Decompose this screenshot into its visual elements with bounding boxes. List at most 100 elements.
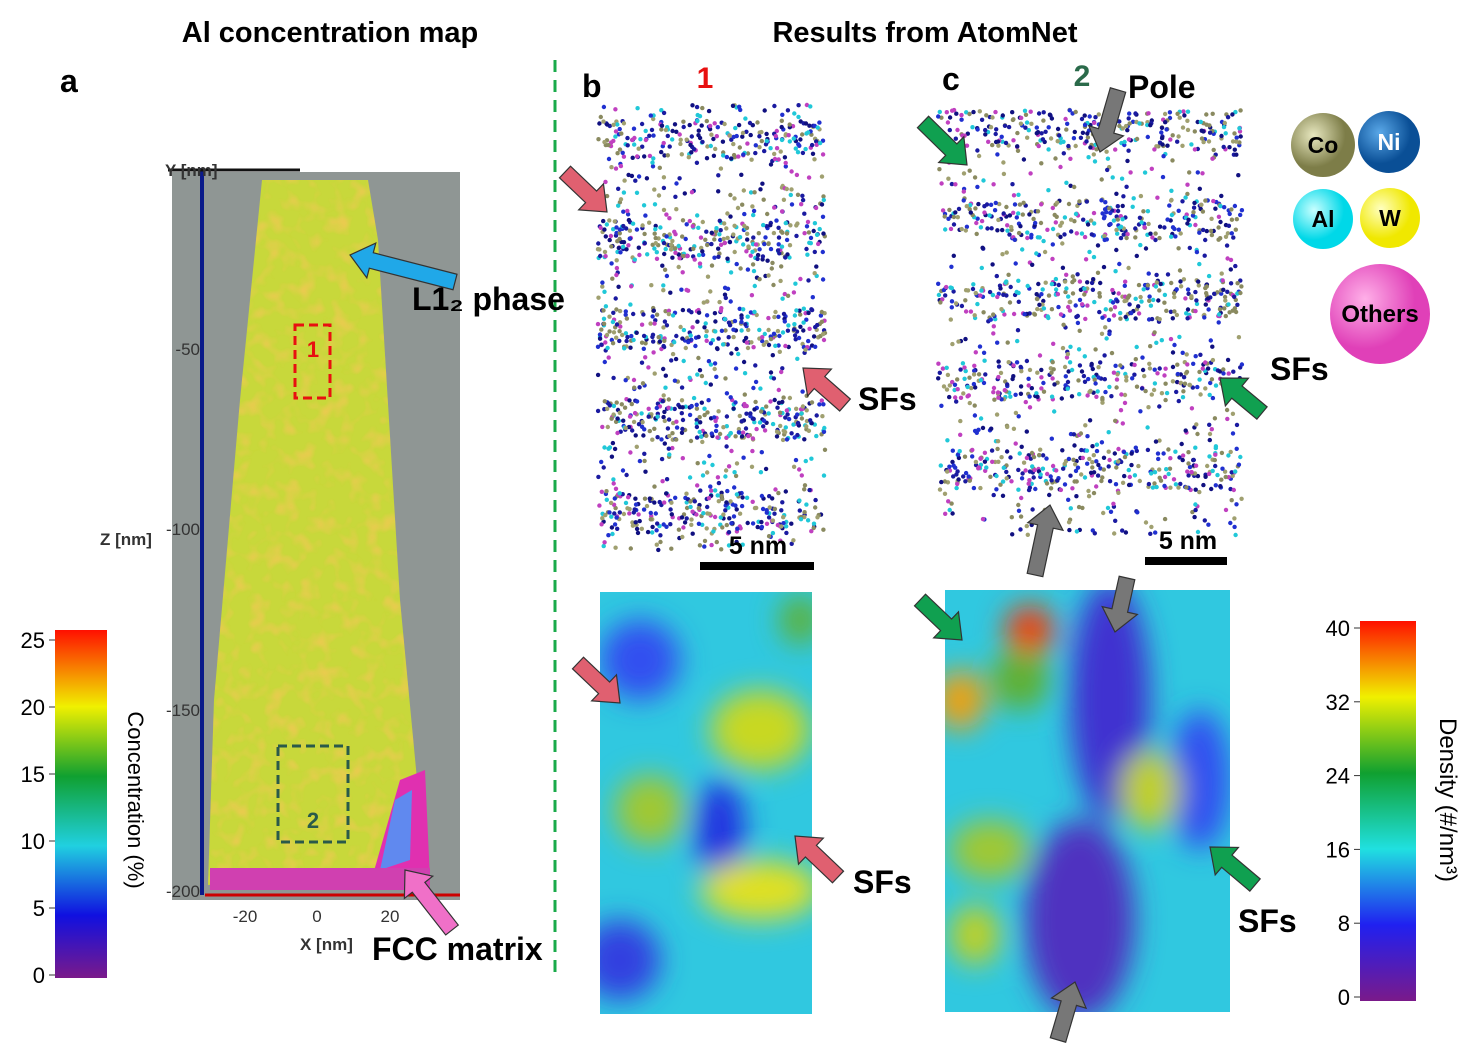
atom: [1122, 473, 1127, 479]
atom: [1193, 445, 1198, 450]
atom: [641, 507, 647, 512]
atom: [1061, 151, 1067, 156]
atom: [1067, 527, 1072, 533]
atom: [949, 501, 954, 506]
atom: [1127, 121, 1132, 126]
atom: [1161, 154, 1166, 159]
atom: [704, 338, 709, 343]
atom: [651, 308, 656, 313]
atom: [696, 334, 701, 340]
atom: [732, 485, 737, 490]
atom: [1060, 448, 1065, 453]
atom: [1001, 160, 1006, 165]
atom: [611, 310, 616, 315]
atom: [737, 104, 742, 110]
atom: [1098, 280, 1103, 286]
atom: [768, 162, 774, 167]
atom: [665, 133, 670, 139]
atom: [702, 406, 707, 411]
atom: [1083, 257, 1089, 262]
atom: [811, 228, 816, 234]
atom: [1096, 375, 1101, 380]
atom: [641, 346, 646, 351]
atom: [1030, 507, 1035, 512]
atom: [1146, 271, 1151, 276]
atom: [1019, 115, 1024, 121]
atom: [1062, 279, 1068, 284]
atom: [647, 428, 652, 434]
atom: [1212, 416, 1218, 421]
atom: [653, 241, 658, 246]
atom: [661, 185, 667, 191]
atom: [1163, 381, 1168, 386]
atom: [981, 380, 987, 386]
atom: [787, 243, 793, 248]
atom: [678, 137, 683, 142]
atom: [602, 227, 607, 232]
atom: [983, 127, 988, 133]
atom: [609, 525, 615, 530]
atom: [966, 393, 971, 398]
atom: [1227, 145, 1232, 150]
atom: [699, 373, 705, 379]
atom: [652, 231, 657, 236]
atom: [684, 222, 689, 227]
atom: [1041, 110, 1046, 115]
atom: [716, 336, 721, 341]
atom: [1170, 133, 1175, 138]
atom: [1039, 161, 1044, 166]
atom: [602, 139, 607, 145]
atom: [601, 104, 607, 110]
atom: [1137, 215, 1143, 220]
atom: [1049, 370, 1054, 375]
atom: [1160, 142, 1165, 147]
atom: [954, 111, 959, 116]
atom: [772, 397, 777, 403]
atom: [764, 138, 769, 144]
atom: [1008, 394, 1013, 399]
atom: [663, 246, 668, 252]
atom: [1167, 110, 1173, 115]
atom: [793, 337, 798, 342]
atom: [650, 332, 656, 337]
atom: [718, 166, 724, 171]
atom: [679, 287, 684, 292]
atom: [761, 342, 766, 347]
atom: [1210, 357, 1216, 363]
atom: [971, 109, 976, 115]
atom: [1066, 497, 1071, 502]
atom: [1120, 217, 1125, 222]
atom: [624, 472, 629, 478]
atom: [963, 228, 968, 233]
atom: [753, 363, 758, 368]
atom: [683, 345, 688, 351]
atom: [1180, 199, 1185, 204]
atom: [1193, 487, 1198, 492]
atom: [963, 336, 968, 342]
atom: [745, 151, 751, 156]
atom: [947, 207, 952, 213]
atom: [711, 136, 716, 142]
atom: [1062, 232, 1067, 237]
atom: [755, 252, 761, 258]
atom: [642, 231, 647, 237]
atom: [785, 108, 791, 113]
atom: [738, 266, 743, 271]
atom: [1153, 237, 1158, 243]
atom: [1120, 203, 1125, 209]
atom: [1034, 391, 1039, 396]
atom: [621, 209, 626, 214]
atom: [1223, 234, 1229, 239]
atom: [694, 104, 700, 110]
atom: [1146, 221, 1151, 227]
atom: [821, 197, 826, 203]
atom: [802, 487, 807, 492]
atom: [1048, 474, 1053, 479]
atom: [628, 546, 633, 551]
atom: [777, 410, 783, 415]
atom: [1215, 472, 1220, 478]
atom: [1190, 213, 1196, 218]
atom: [716, 246, 721, 251]
atom: [742, 403, 747, 409]
atom: [1110, 300, 1116, 305]
